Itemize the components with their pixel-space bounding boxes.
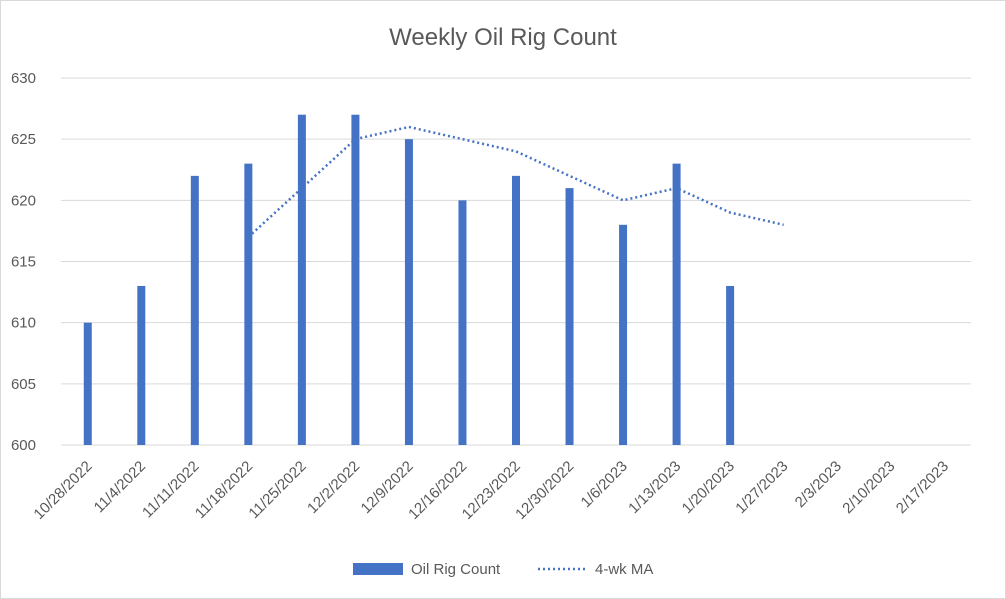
bar-10 <box>619 224 628 445</box>
legend-label-4wk-ma: 4-wk MA <box>595 561 653 578</box>
bar-11 <box>672 163 681 445</box>
y-tick-label: 620 <box>11 192 36 209</box>
y-axis-ticks: 600 605 610 615 620 625 630 <box>11 70 36 454</box>
legend-swatch-oil-rig-count <box>353 563 403 575</box>
x-tick-label: 1/20/2023 <box>679 458 738 517</box>
chart-title: Weekly Oil Rig Count <box>389 24 617 51</box>
bar-9 <box>565 188 574 445</box>
y-tick-label: 605 <box>11 376 36 393</box>
bar-series <box>83 114 735 445</box>
y-tick-label: 600 <box>11 437 36 454</box>
y-tick-label: 610 <box>11 315 36 332</box>
x-tick-label: 10/28/2022 <box>30 458 95 523</box>
x-tick-label: 12/30/2022 <box>512 458 577 523</box>
x-tick-label: 2/17/2023 <box>893 458 952 517</box>
bar-8 <box>512 175 520 445</box>
x-tick-label: 11/25/2022 <box>245 458 309 522</box>
y-tick-label: 625 <box>11 131 36 148</box>
x-axis-ticks: 10/28/202211/4/202211/11/202211/18/20221… <box>30 458 952 523</box>
x-tick-label: 2/10/2023 <box>839 458 898 517</box>
x-tick-label: 12/2/2022 <box>304 458 363 517</box>
x-tick-label: 1/13/2023 <box>625 458 684 517</box>
ma-line-path <box>247 125 784 238</box>
bar-7 <box>458 200 467 445</box>
y-tick-label: 630 <box>11 70 36 87</box>
x-tick-label: 1/27/2023 <box>732 458 791 517</box>
bar-5 <box>351 114 360 445</box>
bar-1 <box>137 285 146 445</box>
y-tick-label: 615 <box>11 254 36 271</box>
x-tick-label: 2/3/2023 <box>792 458 845 511</box>
moving-average-series <box>247 125 784 238</box>
legend: Oil Rig Count 4-wk MA <box>353 561 653 578</box>
bar-6 <box>404 139 413 445</box>
bar-2 <box>190 175 199 445</box>
bar-0 <box>83 322 92 445</box>
bar-3 <box>244 163 253 445</box>
legend-label-oil-rig-count: Oil Rig Count <box>411 561 501 578</box>
x-tick-label: 1/6/2023 <box>578 458 631 511</box>
bar-4 <box>297 114 306 445</box>
bar-12 <box>726 285 735 445</box>
